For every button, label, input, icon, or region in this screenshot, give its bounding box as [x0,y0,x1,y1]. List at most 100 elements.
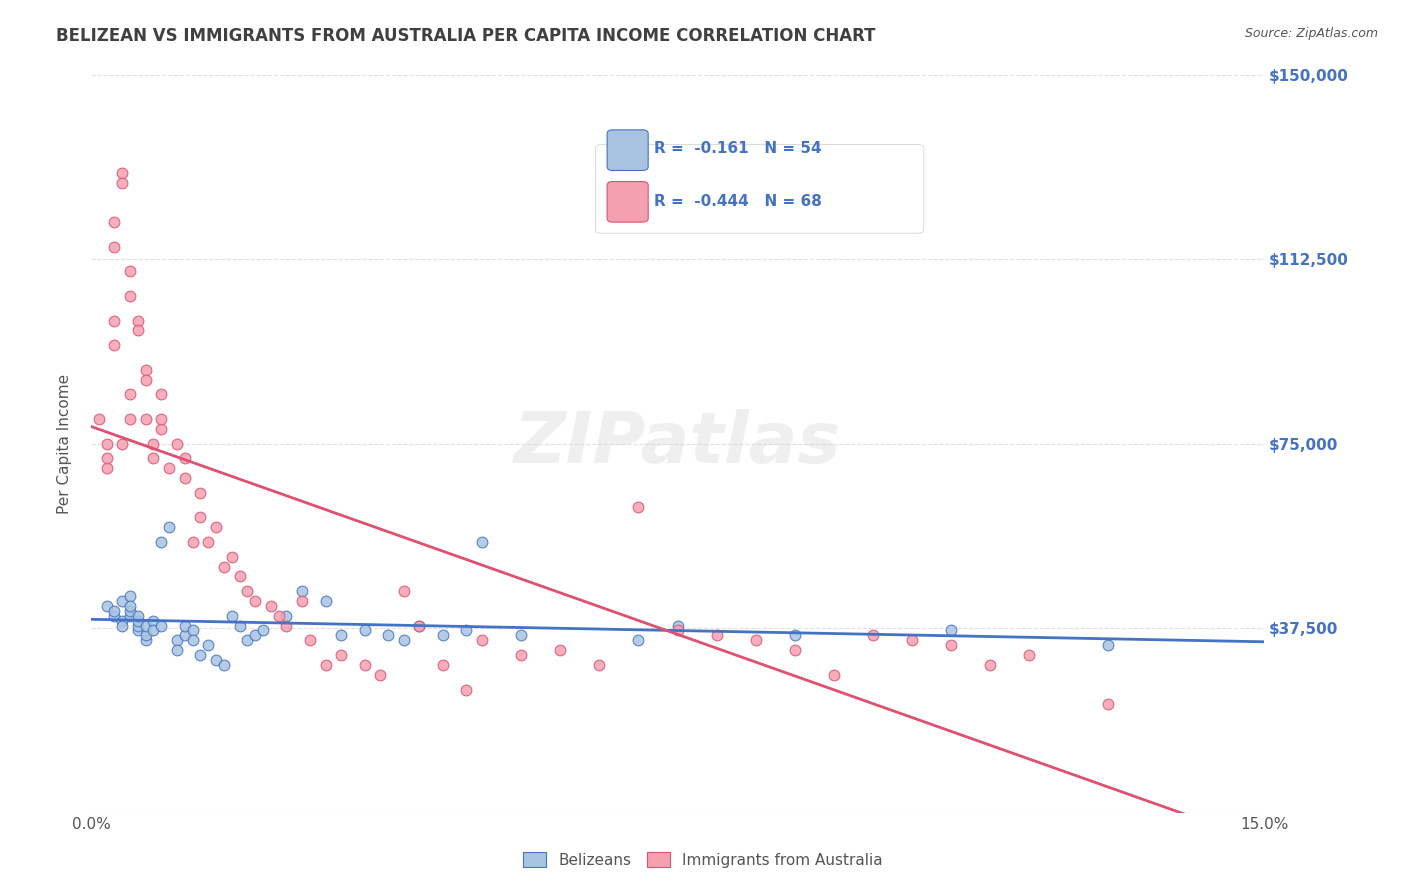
Point [127,614,149,628]
Point [173,618,195,632]
Point [228,569,250,583]
Y-axis label: Per Capita Income: Per Capita Income [58,374,72,514]
Point [118,604,141,618]
Point [142,624,165,638]
Point [127,313,149,327]
Point [181,633,204,648]
Point [111,618,134,632]
Point [298,633,321,648]
Point [941,638,963,652]
Point [392,584,415,599]
Point [103,338,125,352]
Point [243,628,266,642]
Text: Source: ZipAtlas.com: Source: ZipAtlas.com [1244,27,1378,40]
Point [588,657,610,672]
Point [432,628,454,642]
Point [510,628,533,642]
Point [471,633,494,648]
Point [221,549,243,564]
Point [276,608,298,623]
Point [627,633,650,648]
Point [166,436,188,450]
Point [127,624,149,638]
Point [627,500,650,515]
Point [236,584,259,599]
Point [190,510,212,524]
Point [135,628,157,642]
Point [103,604,125,618]
Point [1097,698,1119,712]
Point [103,215,125,229]
Point [111,614,134,628]
Point [173,628,195,642]
Point [190,485,212,500]
Point [103,240,125,254]
Point [471,535,494,549]
Point [330,648,353,662]
Point [941,624,963,638]
Point [744,633,766,648]
Point [205,520,228,534]
Legend: Belizeans, Immigrants from Australia: Belizeans, Immigrants from Australia [516,844,890,875]
Point [118,608,141,623]
Point [157,520,180,534]
Point [127,618,149,632]
Point [221,608,243,623]
Point [353,657,375,672]
Point [291,584,314,599]
Point [181,535,204,549]
Point [190,648,212,662]
Point [666,618,689,632]
Point [173,451,195,466]
Point [135,362,157,376]
Point [118,599,141,613]
Point [205,653,228,667]
Point [135,373,157,387]
Point [408,618,430,632]
Point [228,618,250,632]
Point [392,633,415,648]
FancyBboxPatch shape [607,130,648,170]
Point [150,412,173,426]
Point [260,599,283,613]
Point [142,436,165,450]
Point [166,633,188,648]
Point [166,643,188,657]
Point [212,657,235,672]
Point [142,614,165,628]
Point [1018,648,1040,662]
Point [135,618,157,632]
Point [353,624,375,638]
Point [456,624,478,638]
Point [862,628,884,642]
Point [368,667,391,681]
Point [150,387,173,401]
Point [315,657,337,672]
Point [150,535,173,549]
Point [118,589,141,603]
Point [135,412,157,426]
Point [783,643,806,657]
Point [212,559,235,574]
Point [783,628,806,642]
Point [118,289,141,303]
Point [197,638,219,652]
Point [96,599,118,613]
Point [197,535,219,549]
Point [150,618,173,632]
Point [276,618,298,632]
Point [118,264,141,278]
Text: R =  -0.444   N = 68: R = -0.444 N = 68 [654,194,823,209]
Point [127,608,149,623]
Point [111,594,134,608]
Point [548,643,571,657]
Point [408,618,430,632]
Point [456,682,478,697]
Point [150,422,173,436]
Point [111,166,134,180]
Point [103,313,125,327]
Point [706,628,728,642]
Point [96,436,118,450]
Point [901,633,924,648]
Point [666,624,689,638]
